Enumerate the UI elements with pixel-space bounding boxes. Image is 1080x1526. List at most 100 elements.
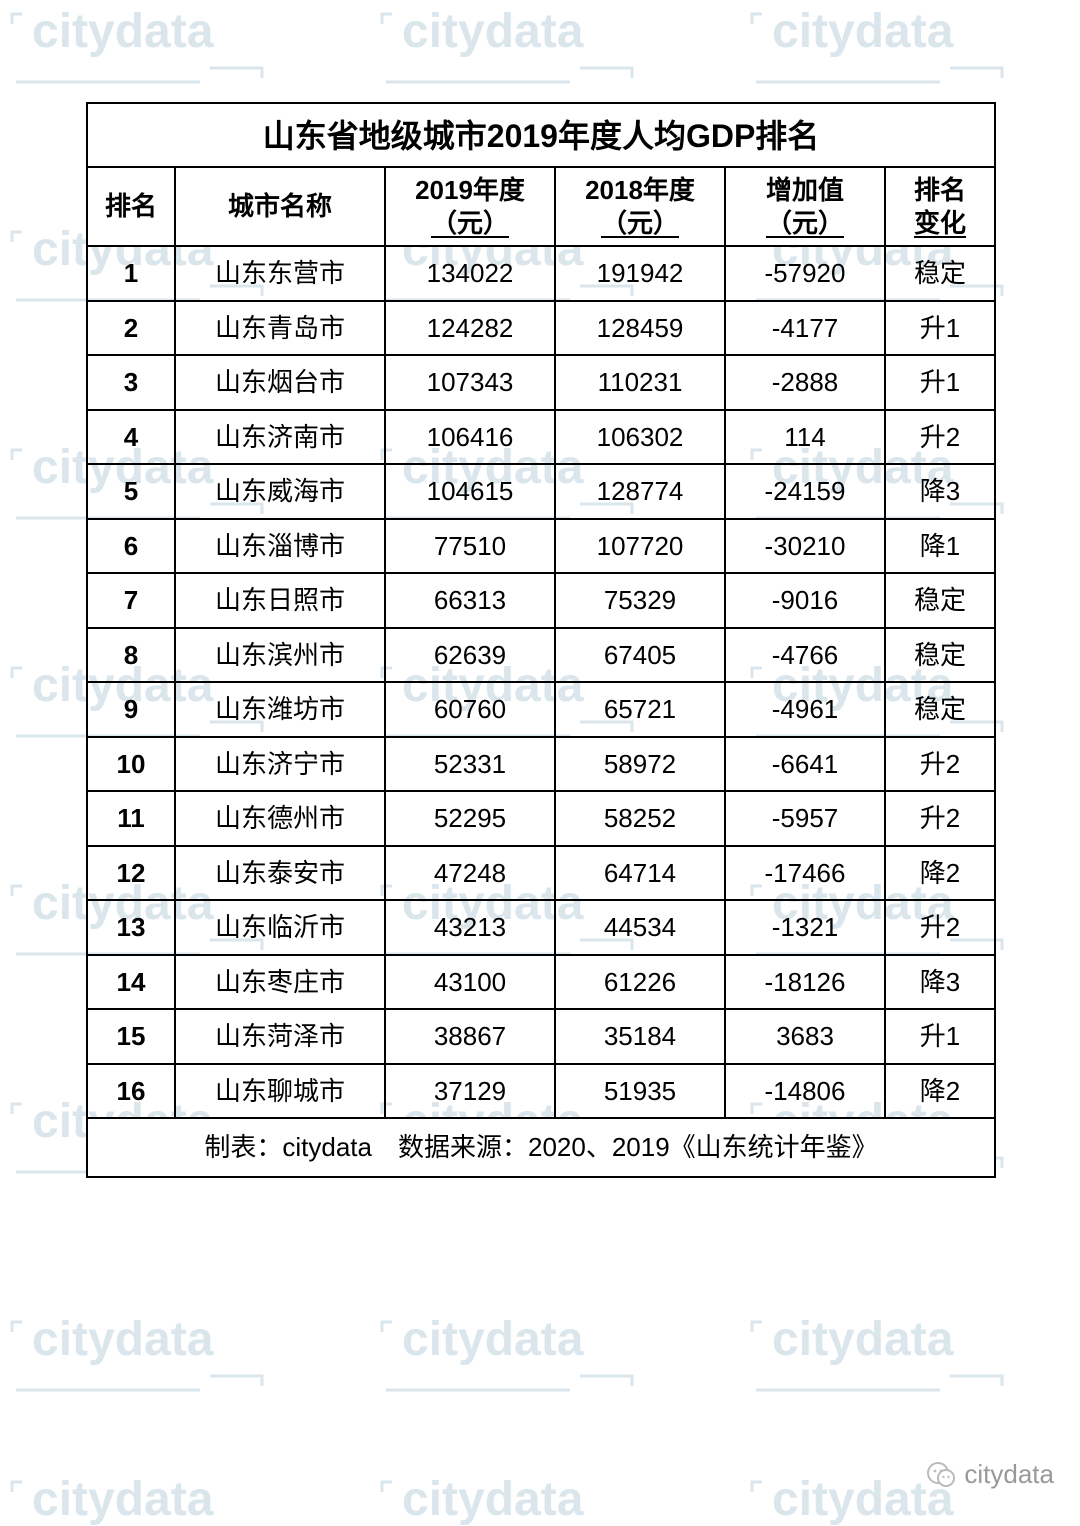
watermark-text: citydata — [402, 1472, 583, 1526]
cell-delta: -2888 — [725, 355, 885, 410]
cell-city: 山东东营市 — [175, 246, 385, 301]
cell-y2018: 58972 — [555, 737, 725, 792]
watermark: citydata — [380, 1480, 700, 1526]
col-header-sub: （元） — [560, 207, 720, 240]
cell-rank: 9 — [87, 682, 175, 737]
cell-y2018: 64714 — [555, 846, 725, 901]
watermark: citydata — [10, 1480, 330, 1526]
table-row: 9山东潍坊市6076065721-4961稳定 — [87, 682, 995, 737]
cell-y2019: 106416 — [385, 410, 555, 465]
cell-city: 山东威海市 — [175, 464, 385, 519]
table-row: 12山东泰安市4724864714-17466降2 — [87, 846, 995, 901]
table-row: 1山东东营市134022191942-57920稳定 — [87, 246, 995, 301]
watermark-text: citydata — [32, 4, 213, 59]
col-header-sub: 变化 — [890, 207, 990, 240]
cell-rank: 15 — [87, 1009, 175, 1064]
cell-delta: 114 — [725, 410, 885, 465]
cell-rank: 2 — [87, 301, 175, 356]
col-header-sub: （元） — [730, 207, 880, 240]
col-header-sub: （元） — [390, 207, 550, 240]
cell-rank: 1 — [87, 246, 175, 301]
cell-delta: -4766 — [725, 628, 885, 683]
cell-rank: 16 — [87, 1064, 175, 1119]
cell-y2018: 44534 — [555, 900, 725, 955]
cell-y2019: 104615 — [385, 464, 555, 519]
cell-city: 山东菏泽市 — [175, 1009, 385, 1064]
col-header-rank: 排名 — [87, 167, 175, 246]
watermark: citydata — [380, 1320, 700, 1400]
table-row: 16山东聊城市3712951935-14806降2 — [87, 1064, 995, 1119]
cell-change: 升2 — [885, 737, 995, 792]
cell-change: 升1 — [885, 1009, 995, 1064]
cell-city: 山东烟台市 — [175, 355, 385, 410]
watermark: citydata — [750, 1320, 1070, 1400]
cell-y2019: 47248 — [385, 846, 555, 901]
cell-delta: -14806 — [725, 1064, 885, 1119]
table-row: 2山东青岛市124282128459-4177升1 — [87, 301, 995, 356]
col-header-delta: 增加值（元） — [725, 167, 885, 246]
cell-city: 山东枣庄市 — [175, 955, 385, 1010]
table-footer: 制表：citydata 数据来源：2020、2019《山东统计年鉴》 — [87, 1118, 995, 1177]
cell-delta: -1321 — [725, 900, 885, 955]
cell-y2019: 52295 — [385, 791, 555, 846]
gdp-ranking-table-wrap: 山东省地级城市2019年度人均GDP排名 排名城市名称2019年度（元）2018… — [86, 102, 994, 1178]
cell-change: 稳定 — [885, 246, 995, 301]
table-title: 山东省地级城市2019年度人均GDP排名 — [87, 103, 995, 167]
table-row: 6山东淄博市77510107720-30210降1 — [87, 519, 995, 574]
cell-change: 升2 — [885, 900, 995, 955]
cell-city: 山东德州市 — [175, 791, 385, 846]
watermark: citydata — [10, 1320, 330, 1400]
watermark: citydata — [380, 12, 700, 92]
col-header-top: 2018年度 — [585, 175, 695, 205]
table-row: 3山东烟台市107343110231-2888升1 — [87, 355, 995, 410]
cell-rank: 7 — [87, 573, 175, 628]
cell-city: 山东日照市 — [175, 573, 385, 628]
cell-y2018: 75329 — [555, 573, 725, 628]
cell-delta: -4961 — [725, 682, 885, 737]
watermark-text: citydata — [402, 1312, 583, 1367]
cell-y2019: 43213 — [385, 900, 555, 955]
cell-change: 降3 — [885, 955, 995, 1010]
cell-rank: 6 — [87, 519, 175, 574]
watermark-text: citydata — [402, 4, 583, 59]
cell-delta: 3683 — [725, 1009, 885, 1064]
table-row: 7山东日照市6631375329-9016稳定 — [87, 573, 995, 628]
cell-rank: 3 — [87, 355, 175, 410]
watermark-text: citydata — [32, 1312, 213, 1367]
cell-y2018: 128774 — [555, 464, 725, 519]
cell-y2019: 37129 — [385, 1064, 555, 1119]
source-badge: citydata — [926, 1459, 1054, 1490]
cell-change: 降2 — [885, 846, 995, 901]
cell-city: 山东临沂市 — [175, 900, 385, 955]
table-row: 8山东滨州市6263967405-4766稳定 — [87, 628, 995, 683]
cell-city: 山东济宁市 — [175, 737, 385, 792]
cell-city: 山东聊城市 — [175, 1064, 385, 1119]
cell-change: 升1 — [885, 355, 995, 410]
cell-rank: 12 — [87, 846, 175, 901]
watermark: citydata — [10, 12, 330, 92]
col-header-top: 增加值 — [766, 175, 844, 205]
cell-delta: -9016 — [725, 573, 885, 628]
cell-y2019: 62639 — [385, 628, 555, 683]
cell-y2018: 65721 — [555, 682, 725, 737]
col-header-change: 排名变化 — [885, 167, 995, 246]
col-header-top: 城市名称 — [228, 191, 332, 221]
cell-y2019: 66313 — [385, 573, 555, 628]
cell-y2019: 38867 — [385, 1009, 555, 1064]
cell-delta: -30210 — [725, 519, 885, 574]
cell-city: 山东淄博市 — [175, 519, 385, 574]
cell-change: 稳定 — [885, 573, 995, 628]
wechat-icon — [926, 1460, 956, 1490]
cell-y2018: 61226 — [555, 955, 725, 1010]
col-header-top: 排名 — [105, 191, 157, 221]
table-row: 4山东济南市106416106302114升2 — [87, 410, 995, 465]
table-row: 14山东枣庄市4310061226-18126降3 — [87, 955, 995, 1010]
cell-y2018: 110231 — [555, 355, 725, 410]
cell-change: 升1 — [885, 301, 995, 356]
cell-city: 山东济南市 — [175, 410, 385, 465]
cell-y2018: 67405 — [555, 628, 725, 683]
table-body: 1山东东营市134022191942-57920稳定2山东青岛市12428212… — [87, 246, 995, 1118]
cell-y2019: 60760 — [385, 682, 555, 737]
cell-delta: -24159 — [725, 464, 885, 519]
cell-rank: 10 — [87, 737, 175, 792]
